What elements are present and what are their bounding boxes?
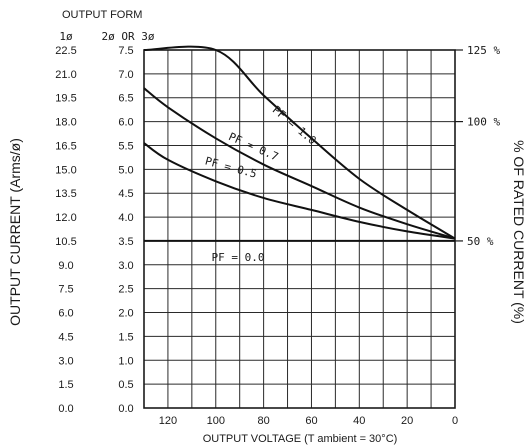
y-tick-label-3ph: 5.0	[118, 164, 133, 176]
chart-grid	[143, 49, 456, 409]
curve-pf-1-0	[143, 45, 456, 240]
y-tick-label-1ph: 10.5	[55, 236, 76, 248]
y-tick-label-1ph: 4.5	[58, 331, 73, 343]
y-tick-label-1ph: 21.0	[55, 69, 76, 81]
y-tick-label-1ph: 19.5	[55, 93, 76, 105]
y-tick-label-3ph: 3.5	[118, 236, 133, 248]
x-axis-label: OUTPUT VOLTAGE (T ambient = 30°C)	[203, 433, 398, 445]
y-tick-label-3ph: 3.0	[118, 260, 133, 272]
y-tick-label-1ph: 6.0	[58, 308, 73, 320]
chart-title: OUTPUT FORM	[62, 9, 142, 21]
y-axis-label-left: OUTPUT CURRENT (Arms/ø)	[7, 138, 23, 326]
chart-curves	[143, 45, 456, 242]
y-tick-label-3ph: 0.5	[118, 379, 133, 391]
chart-ticks: 0.0 0.0 1.5 0.5 3.0 1.0 4.5 1.5 6.0 2.0 7.5 2.5 9.0 3…	[55, 44, 500, 427]
plot-border	[143, 49, 456, 409]
y-tick-label-1ph: 18.0	[55, 117, 76, 129]
y-tick-label-3ph: 5.5	[118, 140, 133, 152]
y-tick-label-3ph: 7.0	[118, 69, 133, 81]
y-tick-label-1ph: 12.0	[55, 212, 76, 224]
y-tick-label-3ph: 4.0	[118, 212, 133, 224]
y-tick-label-1ph: 0.0	[58, 403, 73, 415]
right-tick-label: 125 %	[467, 44, 500, 57]
x-tick-label: 120	[159, 415, 177, 427]
right-tick-label: 100 %	[467, 116, 500, 129]
y-tick-label-3ph: 1.5	[118, 331, 133, 343]
y-tick-label-1ph: 7.5	[58, 284, 73, 296]
y-axis-label-right: % OF RATED CURRENT (%)	[511, 140, 527, 324]
x-tick-label: 100	[207, 415, 225, 427]
y-tick-label-1ph: 1.5	[58, 379, 73, 391]
curve-pf-0-5	[143, 142, 456, 240]
x-tick-label: 0	[452, 415, 458, 427]
y-tick-label-1ph: 16.5	[55, 140, 76, 152]
y-tick-label-1ph: 22.5	[55, 45, 76, 57]
y-tick-label-1ph: 3.0	[58, 355, 73, 367]
column-header-1ph: 1ø	[59, 30, 73, 43]
y-tick-label-3ph: 4.5	[118, 188, 133, 200]
x-tick-label: 40	[353, 415, 365, 427]
y-tick-label-3ph: 2.0	[118, 308, 133, 320]
series-label: PF = 0.0	[212, 251, 265, 264]
column-header-3ph: 2ø OR 3ø	[102, 30, 155, 43]
y-tick-label-3ph: 6.5	[118, 93, 133, 105]
right-tick-label: 50 %	[467, 235, 494, 248]
y-tick-label-1ph: 9.0	[58, 260, 73, 272]
x-tick-label: 80	[257, 415, 269, 427]
y-tick-label-3ph: 2.5	[118, 284, 133, 296]
curve-pf-0-7	[143, 87, 456, 240]
y-tick-label-3ph: 7.5	[118, 45, 133, 57]
x-tick-label: 60	[305, 415, 317, 427]
y-tick-label-3ph: 1.0	[118, 355, 133, 367]
y-tick-label-3ph: 0.0	[118, 403, 133, 415]
x-tick-label: 20	[401, 415, 413, 427]
y-tick-label-3ph: 6.0	[118, 117, 133, 129]
y-tick-label-1ph: 13.5	[55, 188, 76, 200]
y-tick-label-1ph: 15.0	[55, 164, 76, 176]
